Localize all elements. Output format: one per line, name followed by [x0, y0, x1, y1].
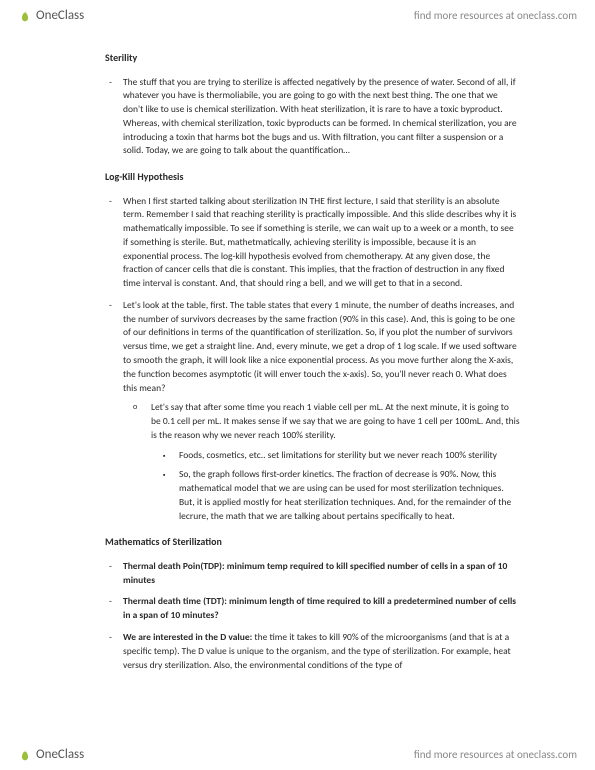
page-header: OneClass find more resources at oneclass…: [0, 0, 595, 31]
pear-icon: [18, 748, 32, 762]
bullet-item: We are interested in the D value: the ti…: [123, 631, 520, 672]
bullet-text: Thermal death time (TDT): minimum length…: [123, 595, 516, 621]
bullet-text: Thermal death Poin(TDP): minimum temp re…: [123, 560, 507, 586]
bullet-text: When I first started talking about steri…: [123, 195, 516, 290]
pear-icon: [18, 9, 32, 23]
sub-sub-bullet-item: Foods, cosmetics, etc.. set limitations …: [179, 449, 520, 463]
resources-link-top[interactable]: find more resources at oneclass.com: [414, 9, 577, 22]
bullet-text: Foods, cosmetics, etc.. set limitations …: [179, 449, 497, 461]
bullet-item: Thermal death Poin(TDP): minimum temp re…: [123, 560, 520, 588]
document-body: Sterility The stuff that you are trying …: [0, 31, 595, 720]
section-2-list: Thermal death Poin(TDP): minimum temp re…: [105, 560, 520, 672]
bullet-item: Let's look at the table, first. The tabl…: [123, 299, 520, 523]
section-heading: Log-Kill Hypothesis: [105, 170, 520, 185]
section-1-list: When I first started talking about steri…: [105, 195, 520, 524]
bullet-item: When I first started talking about steri…: [123, 195, 520, 291]
bullet-bold-prefix: We are interested in the D value:: [123, 631, 252, 643]
section-heading: Mathematics of Sterilization: [105, 535, 520, 550]
bullet-text: So, the graph follows first-order kineti…: [179, 468, 511, 521]
brand-name-footer: OneClass: [36, 747, 84, 762]
doc-title: Sterility: [105, 51, 520, 66]
bullet-text: The stuff that you are trying to sterili…: [123, 76, 517, 157]
brand-name: OneClass: [36, 8, 84, 23]
resources-link-bottom[interactable]: find more resources at oneclass.com: [414, 748, 577, 761]
bullet-text: Let's look at the table, first. The tabl…: [123, 299, 517, 394]
bullet-item: The stuff that you are trying to sterili…: [123, 76, 520, 159]
sub-list: Let's say that after some time you reach…: [123, 401, 520, 523]
section-0-list: The stuff that you are trying to sterili…: [105, 76, 520, 159]
sub-sub-list: Foods, cosmetics, etc.. set limitations …: [151, 449, 520, 524]
bullet-item: Thermal death time (TDT): minimum length…: [123, 595, 520, 623]
brand-logo: OneClass: [18, 8, 84, 23]
brand-logo-footer: OneClass: [18, 747, 84, 762]
bullet-text: Let's say that after some time you reach…: [151, 401, 520, 441]
sub-sub-bullet-item: So, the graph follows first-order kineti…: [179, 468, 520, 523]
sub-bullet-item: Let's say that after some time you reach…: [151, 401, 520, 523]
page-footer: OneClass find more resources at oneclass…: [0, 739, 595, 770]
